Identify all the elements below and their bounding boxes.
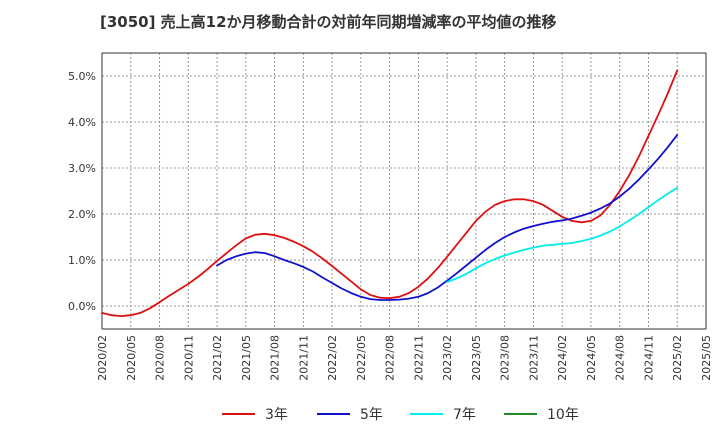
x-tick-label: 2020/05 xyxy=(125,335,138,381)
x-tick-label: 2023/02 xyxy=(441,335,454,381)
x-tick-label: 2021/02 xyxy=(211,335,224,381)
x-tick-label: 2022/02 xyxy=(326,335,339,381)
y-axis-tick-labels: 0.0% 1.0% 2.0% 3.0% 4.0% 5.0% xyxy=(68,70,96,313)
series-lines xyxy=(101,69,679,318)
x-tick-label: 2023/08 xyxy=(499,335,512,381)
legend: 3年 5年 7年 10年 xyxy=(222,407,579,423)
legend-label-1: 5年 xyxy=(360,407,383,423)
x-tick-label: 2021/11 xyxy=(297,335,310,381)
x-tick-label: 2021/05 xyxy=(240,335,253,381)
x-tick-label: 2020/08 xyxy=(154,335,167,381)
series-line-1 xyxy=(216,133,679,301)
x-tick-label: 2021/08 xyxy=(269,335,282,381)
y-tick-label: 4.0% xyxy=(68,116,96,129)
chart-title: [3050] 売上高12か月移動合計の対前年同期増減率の平均値の推移 xyxy=(100,13,557,31)
x-tick-label: 2024/08 xyxy=(614,335,627,381)
x-tick-label: 2022/08 xyxy=(384,335,397,381)
plot-background xyxy=(102,53,706,329)
x-tick-label: 2020/02 xyxy=(96,335,109,381)
y-gridlines xyxy=(102,75,706,307)
x-tick-label: 2022/05 xyxy=(355,335,368,381)
legend-label-3: 10年 xyxy=(547,407,579,423)
plot-frame xyxy=(101,52,707,330)
x-tick-label: 2020/11 xyxy=(182,335,195,381)
y-tick-label: 3.0% xyxy=(68,162,96,175)
series-line-2 xyxy=(446,186,679,284)
y-tick-label: 5.0% xyxy=(68,70,96,83)
y-tick-label: 1.0% xyxy=(68,254,96,267)
legend-label-2: 7年 xyxy=(453,407,476,423)
y-tick-label: 0.0% xyxy=(68,300,96,313)
x-tick-label: 2024/02 xyxy=(556,335,569,381)
y-tick-label: 2.0% xyxy=(68,208,96,221)
x-tick-label: 2024/11 xyxy=(642,335,655,381)
x-tick-label: 2023/05 xyxy=(470,335,483,381)
x-axis-tick-labels: 2020/02 2020/05 2020/08 2020/11 2021/02 2021/… xyxy=(96,335,713,381)
series-line-0 xyxy=(101,69,679,318)
x-tick-label: 2023/11 xyxy=(527,335,540,381)
x-tick-label: 2025/02 xyxy=(671,335,684,381)
x-tick-label: 2022/11 xyxy=(412,335,425,381)
x-tick-label: 2025/05 xyxy=(700,335,713,381)
x-tick-label: 2024/05 xyxy=(585,335,598,381)
legend-label-0: 3年 xyxy=(265,407,288,423)
